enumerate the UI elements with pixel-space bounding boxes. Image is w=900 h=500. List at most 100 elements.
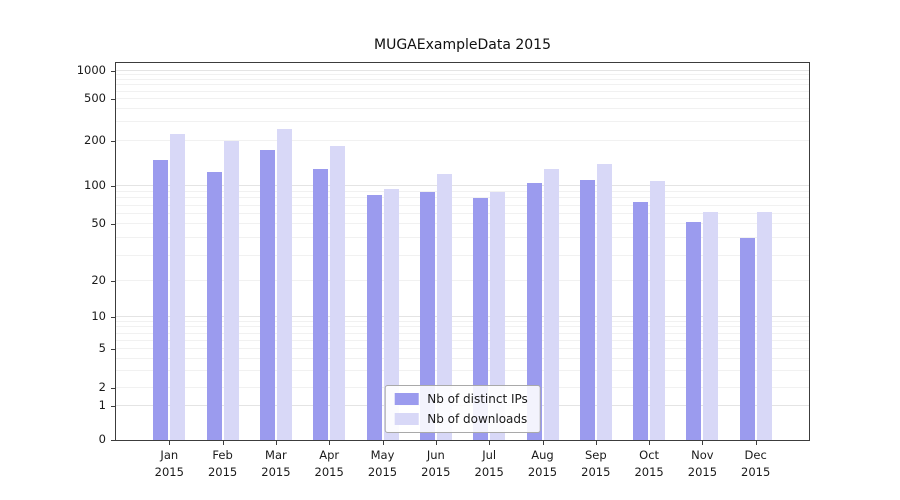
gridline bbox=[116, 236, 809, 238]
gridline bbox=[116, 254, 809, 256]
gridline bbox=[116, 223, 809, 224]
x-tick-label: Jan 2015 bbox=[154, 448, 184, 480]
bar-downloads bbox=[650, 181, 666, 440]
x-tick-mark bbox=[702, 441, 704, 445]
gridline bbox=[116, 98, 809, 99]
y-tick-label: 20 bbox=[91, 273, 106, 287]
bar-downloads bbox=[543, 169, 559, 440]
gridline bbox=[116, 369, 809, 371]
gridline bbox=[116, 280, 809, 281]
bar-distinct-ips bbox=[686, 221, 702, 440]
gridline bbox=[116, 316, 809, 317]
bar-downloads bbox=[436, 174, 452, 440]
y-tick-mark bbox=[111, 224, 115, 225]
x-tick-mark bbox=[755, 441, 757, 445]
bar-distinct-ips bbox=[366, 194, 382, 440]
y-tick-mark bbox=[111, 349, 115, 350]
bar-distinct-ips bbox=[313, 169, 329, 440]
bar-distinct-ips bbox=[579, 179, 595, 440]
legend-entry-downloads: Nb of downloads bbox=[394, 412, 528, 426]
bar-downloads bbox=[490, 191, 506, 440]
bar-downloads bbox=[170, 133, 186, 440]
x-tick-label: Sep 2015 bbox=[581, 448, 611, 480]
x-tick-mark bbox=[489, 441, 491, 445]
y-tick-mark bbox=[111, 99, 115, 100]
bar-downloads bbox=[596, 164, 612, 440]
y-tick-label: 100 bbox=[84, 178, 106, 192]
x-tick-mark bbox=[222, 441, 224, 445]
bar-distinct-ips bbox=[419, 191, 435, 440]
gridline bbox=[116, 190, 809, 192]
y-tick-mark bbox=[111, 317, 115, 318]
gridline bbox=[116, 70, 809, 71]
bar-distinct-ips bbox=[153, 159, 169, 440]
x-tick-mark bbox=[435, 441, 437, 445]
gridline bbox=[116, 204, 809, 206]
y-tick-label: 5 bbox=[98, 341, 106, 355]
bar-downloads bbox=[276, 129, 292, 440]
y-tick-label: 50 bbox=[91, 216, 106, 230]
x-tick-label: Aug 2015 bbox=[527, 448, 558, 480]
y-tick-label: 1000 bbox=[76, 63, 106, 77]
bar-distinct-ips bbox=[526, 182, 542, 440]
gridline bbox=[116, 197, 809, 199]
x-tick-label: Nov 2015 bbox=[687, 448, 718, 480]
bar-downloads bbox=[703, 212, 719, 440]
gridline bbox=[116, 140, 809, 141]
legend-swatch-distinct-ips bbox=[394, 393, 419, 405]
gridline bbox=[116, 213, 809, 214]
bar-distinct-ips bbox=[633, 201, 649, 440]
x-tick-label: Jun 2015 bbox=[421, 448, 451, 480]
gridline bbox=[116, 79, 809, 80]
x-tick-label: Mar 2015 bbox=[261, 448, 291, 480]
y-tick-mark bbox=[111, 440, 115, 441]
y-tick-mark bbox=[111, 388, 115, 389]
gridline bbox=[116, 84, 809, 86]
bar-downloads bbox=[383, 188, 399, 440]
bar-distinct-ips bbox=[473, 198, 489, 440]
x-tick-mark bbox=[649, 441, 651, 445]
y-tick-label: 1 bbox=[98, 398, 106, 412]
y-tick-label: 200 bbox=[84, 133, 106, 147]
x-tick-mark bbox=[382, 441, 384, 445]
bar-distinct-ips bbox=[206, 171, 222, 440]
gridline bbox=[116, 108, 809, 110]
bar-distinct-ips bbox=[259, 149, 275, 440]
x-tick-mark bbox=[275, 441, 277, 445]
x-tick-mark bbox=[329, 441, 331, 445]
gridline bbox=[116, 339, 809, 341]
bar-downloads bbox=[330, 146, 346, 440]
gridline bbox=[116, 357, 809, 359]
y-tick-mark bbox=[111, 281, 115, 282]
y-tick-mark bbox=[111, 141, 115, 142]
x-tick-label: May 2015 bbox=[367, 448, 398, 480]
x-tick-mark bbox=[542, 441, 544, 445]
plot-area: Nb of distinct IPs Nb of downloads bbox=[115, 62, 810, 441]
x-tick-label: Oct 2015 bbox=[634, 448, 664, 480]
y-tick-mark bbox=[111, 186, 115, 187]
chart-title: MUGAExampleData 2015 bbox=[374, 37, 551, 53]
bar-downloads bbox=[223, 141, 239, 440]
gridline bbox=[116, 348, 809, 349]
x-tick-mark bbox=[595, 441, 597, 445]
gridline bbox=[116, 121, 809, 123]
x-tick-label: Feb 2015 bbox=[207, 448, 238, 480]
gridline bbox=[116, 320, 809, 322]
legend-label-downloads: Nb of downloads bbox=[427, 412, 528, 426]
y-tick-label: 0 bbox=[98, 432, 106, 446]
gridline bbox=[116, 326, 809, 328]
y-tick-label: 2 bbox=[98, 380, 106, 394]
legend-label-distinct-ips: Nb of distinct IPs bbox=[427, 392, 528, 406]
x-tick-label: Apr 2015 bbox=[314, 448, 344, 480]
bar-distinct-ips bbox=[739, 237, 755, 440]
y-tick-mark bbox=[111, 406, 115, 407]
x-tick-label: Jul 2015 bbox=[474, 448, 504, 480]
y-tick-label: 500 bbox=[84, 91, 106, 105]
y-tick-label: 10 bbox=[91, 309, 106, 323]
x-tick-mark bbox=[169, 441, 171, 445]
gridline bbox=[116, 90, 809, 92]
y-tick-mark bbox=[111, 71, 115, 72]
legend-entry-distinct-ips: Nb of distinct IPs bbox=[394, 392, 528, 406]
gridline bbox=[116, 74, 809, 76]
